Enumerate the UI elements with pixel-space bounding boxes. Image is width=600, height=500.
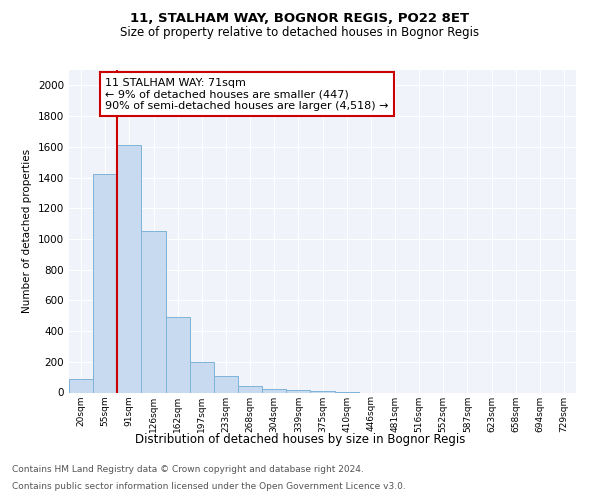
Bar [310,391,335,392]
Bar [190,362,214,392]
Text: Contains public sector information licensed under the Open Government Licence v3: Contains public sector information licen… [12,482,406,491]
Bar [117,145,142,392]
Bar [166,318,190,392]
Bar [69,380,93,392]
Bar [93,174,117,392]
Bar [142,231,166,392]
Bar [262,390,286,392]
Bar [214,376,238,392]
Bar [238,386,262,392]
Text: Size of property relative to detached houses in Bognor Regis: Size of property relative to detached ho… [121,26,479,39]
Text: Distribution of detached houses by size in Bognor Regis: Distribution of detached houses by size … [135,432,465,446]
Y-axis label: Number of detached properties: Number of detached properties [22,149,32,314]
Text: 11 STALHAM WAY: 71sqm
← 9% of detached houses are smaller (447)
90% of semi-deta: 11 STALHAM WAY: 71sqm ← 9% of detached h… [105,78,389,111]
Bar [286,390,310,392]
Text: Contains HM Land Registry data © Crown copyright and database right 2024.: Contains HM Land Registry data © Crown c… [12,465,364,474]
Text: 11, STALHAM WAY, BOGNOR REGIS, PO22 8ET: 11, STALHAM WAY, BOGNOR REGIS, PO22 8ET [130,12,470,26]
